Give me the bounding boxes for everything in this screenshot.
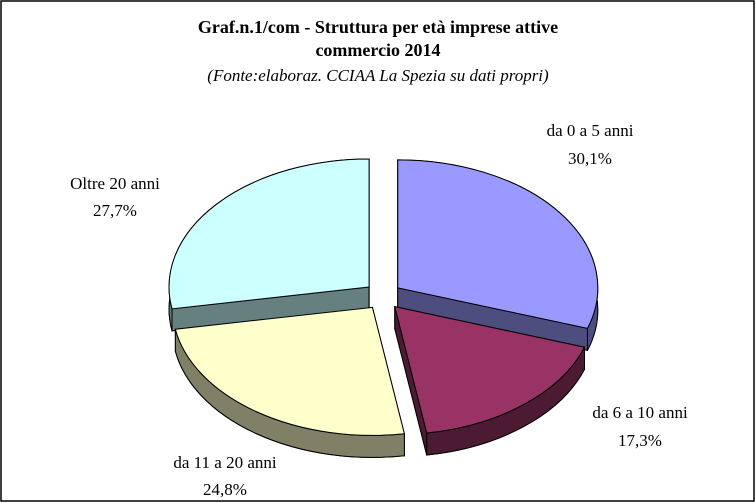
slice-value-label: 27,7% <box>93 201 137 220</box>
chart-title: commercio 2014 <box>315 40 440 60</box>
slice-label: da 6 a 10 anni <box>592 403 688 422</box>
slice <box>397 159 599 329</box>
slice-label: da 0 a 5 anni <box>547 121 634 140</box>
pie <box>168 158 599 458</box>
slice-label: Oltre 20 anni <box>70 174 160 193</box>
slice-label: da 11 a 20 anni <box>173 453 277 472</box>
slice-value-label: 30,1% <box>568 149 612 168</box>
slice-value-label: 17,3% <box>618 431 662 450</box>
slice-value-label: 24,8% <box>203 480 247 499</box>
slice <box>174 306 405 436</box>
slice <box>168 158 370 310</box>
chart-title: Graf.n.1/com - Struttura per età imprese… <box>198 17 558 37</box>
slice <box>394 306 586 434</box>
chart-subtitle: (Fonte:elaboraz. CCIAA La Spezia su dati… <box>207 66 549 85</box>
